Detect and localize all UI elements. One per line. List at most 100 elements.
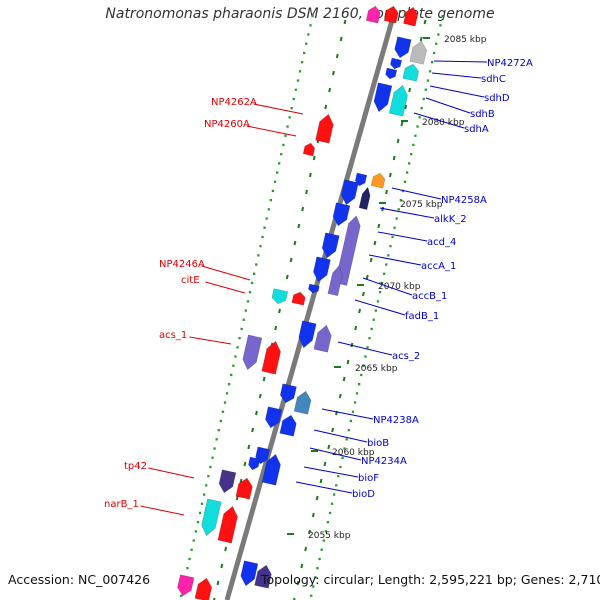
outer-right-dotted-line: [353, 401, 357, 404]
gene-leader-line: [429, 85, 485, 98]
outer-left-dotted-line: [200, 502, 204, 505]
outer-left-dotted-line: [273, 180, 277, 183]
inner-left-tick-ring: [301, 206, 305, 212]
gene-arrow: [409, 40, 427, 65]
inner-right-tick-ring: [361, 291, 365, 297]
outer-right-dotted-line: [374, 309, 377, 312]
gene-label-forward: acd_4: [427, 237, 456, 248]
inner-left-tick-ring: [289, 257, 293, 263]
gene-label-forward: NP4272A: [487, 58, 533, 69]
gene-leader-line: [391, 187, 442, 200]
outer-left-dotted-line: [311, 15, 314, 18]
inner-right-tick-ring: [346, 359, 350, 365]
gene-label-forward: fadB_1: [405, 311, 439, 322]
gene-leader-line: [431, 72, 482, 79]
outer-left-dotted-line: [248, 291, 252, 294]
outer-left-dotted-line: [194, 530, 197, 533]
gene-arrow: [254, 564, 272, 589]
outer-left-dotted-line: [276, 171, 279, 174]
gene-arrow: [293, 390, 312, 415]
outer-left-dotted-line: [213, 447, 216, 450]
gene-arrow: [340, 179, 359, 206]
outer-right-dotted-line: [408, 162, 411, 165]
outer-right-dotted-line: [376, 300, 380, 303]
outer-left-dotted-line: [265, 217, 268, 220]
inner-left-tick-ring: [297, 223, 301, 229]
outer-right-dotted-line: [349, 419, 352, 423]
inner-right-tick-ring: [338, 393, 342, 399]
gene-arrow: [394, 36, 412, 59]
outer-left-dotted-line: [292, 97, 295, 101]
outer-right-dotted-line: [412, 143, 415, 147]
gene-arrow: [403, 6, 419, 27]
inner-right-tick-ring: [300, 563, 304, 569]
inner-left-tick-ring: [308, 172, 312, 178]
outer-left-dotted-line: [307, 33, 310, 36]
gene-arrow: [265, 406, 283, 429]
gene-label-reverse: NP4260A: [204, 119, 250, 130]
gene-arrow: [218, 469, 237, 494]
gene-arrow: [279, 383, 297, 404]
outer-right-dotted-line: [416, 125, 419, 128]
gene-label-forward: accB_1: [412, 291, 447, 302]
outer-left-dotted-line: [221, 410, 225, 413]
inner-left-tick-ring: [243, 461, 247, 467]
gene-leader-line: [433, 60, 488, 63]
gene-label-forward: bioD: [352, 489, 375, 500]
gene-label-forward: NP4238A: [373, 415, 419, 426]
inner-left-tick-ring: [251, 427, 255, 433]
gene-arrow: [240, 560, 259, 587]
inner-right-tick-ring: [296, 580, 300, 586]
outer-left-dotted-line: [296, 79, 300, 82]
outer-right-dotted-line: [345, 438, 348, 441]
outer-left-dotted-line: [250, 281, 254, 285]
outer-right-dotted-line: [347, 429, 350, 432]
inner-right-tick-ring: [369, 257, 373, 263]
inner-left-tick-ring: [339, 36, 343, 42]
inner-left-tick-ring: [216, 580, 220, 586]
inner-right-tick-ring: [396, 138, 400, 144]
gene-arrow: [217, 505, 238, 544]
inner-left-tick-ring: [220, 563, 224, 569]
gene-arrow: [373, 82, 393, 113]
outer-right-dotted-line: [380, 281, 384, 285]
outer-right-dotted-line: [358, 383, 361, 386]
outer-left-dotted-line: [261, 235, 264, 239]
outer-left-dotted-line: [290, 107, 293, 110]
gene-leader-line: [201, 265, 251, 281]
gene-leader-line: [148, 467, 195, 479]
gene-arrow: [385, 67, 398, 80]
gene-arrow: [313, 256, 331, 283]
inner-right-tick-ring: [342, 376, 346, 382]
outer-left-dotted-line: [230, 373, 233, 377]
outer-left-dotted-line: [269, 199, 272, 202]
inner-right-tick-ring: [365, 274, 369, 280]
outer-right-dotted-line: [324, 530, 327, 533]
gene-label-reverse: tp42: [124, 461, 147, 472]
gene-leader-line: [295, 481, 353, 494]
gene-label-reverse: acs_1: [159, 330, 187, 341]
gene-arrow: [235, 477, 253, 500]
outer-right-dotted-line: [391, 235, 394, 239]
outer-left-dotted-line: [219, 419, 222, 423]
gene-arrow: [201, 498, 222, 537]
gene-leader-line: [253, 103, 304, 115]
outer-right-dotted-line: [364, 355, 367, 358]
outer-left-dotted-line: [225, 392, 229, 395]
outer-left-dotted-line: [271, 189, 275, 193]
gene-arrow: [248, 456, 261, 471]
outer-left-dotted-line: [298, 70, 302, 73]
outer-left-dotted-line: [278, 162, 281, 165]
inner-left-tick-ring: [235, 495, 239, 501]
gene-label-forward: bioF: [358, 473, 379, 484]
outer-right-dotted-line: [360, 373, 363, 377]
gene-label-forward: acs_2: [392, 351, 420, 362]
outer-right-dotted-line: [437, 33, 440, 36]
outer-right-dotted-line: [385, 263, 388, 266]
gene-label-forward: NP4258A: [441, 195, 487, 206]
gene-arrow: [313, 324, 332, 353]
scale-label: 2055 kbp: [308, 531, 351, 541]
gene-leader-line: [362, 277, 413, 296]
gene-arrow: [321, 232, 340, 259]
outer-right-dotted-line: [335, 484, 338, 487]
